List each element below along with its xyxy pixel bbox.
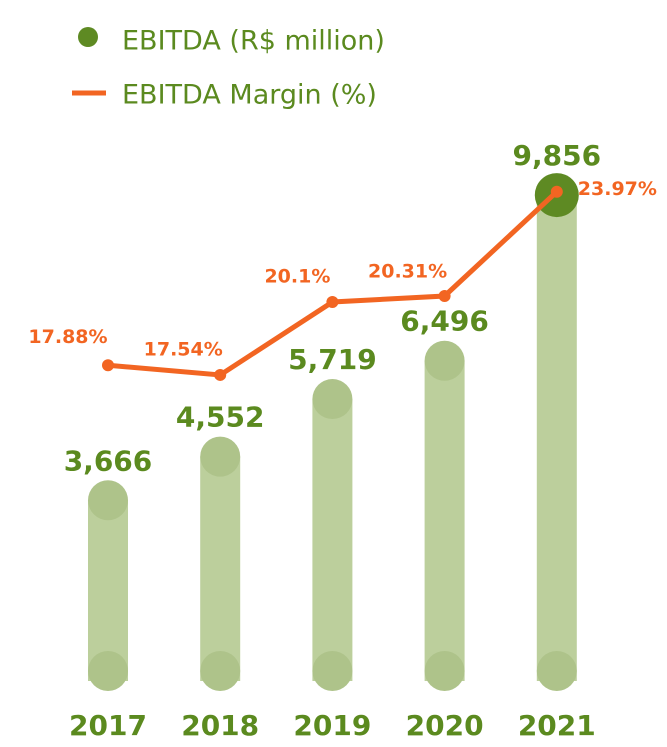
bar [536, 195, 577, 682]
x-tick-label: 2021 [518, 709, 596, 742]
line-point [326, 295, 339, 308]
bar [312, 399, 353, 681]
bar-cap [200, 651, 241, 691]
x-tick-label: 2019 [293, 709, 371, 742]
value-label: 23.97% [578, 178, 657, 200]
line-point [438, 290, 451, 303]
value-label: 20.1% [264, 265, 330, 287]
value-label: 4,552 [176, 401, 265, 434]
value-label: 17.54% [144, 338, 223, 360]
value-label: 3,666 [64, 444, 153, 477]
legend-label: EBITDA (R$ million) [122, 26, 385, 57]
bar [200, 456, 241, 681]
bar-cap [88, 651, 128, 691]
bar-cap [88, 480, 128, 521]
legend-label: EBITDA Margin (%) [122, 80, 377, 111]
bar-cap [424, 651, 465, 691]
value-label: 20.31% [368, 261, 447, 283]
bar-cap [200, 436, 241, 477]
bar-cap [536, 651, 577, 691]
value-label: 9,856 [513, 139, 602, 172]
legend-marker [78, 27, 98, 47]
line-point [550, 185, 563, 198]
bar-cap [312, 379, 353, 420]
line-point [102, 359, 114, 372]
x-tick-label: 2017 [69, 709, 147, 742]
value-label: 17.88% [28, 326, 107, 348]
x-tick-label: 2018 [181, 709, 259, 742]
value-label: 5,719 [288, 343, 377, 376]
bar-cap [424, 340, 465, 381]
line-point [214, 368, 227, 381]
bar-cap [312, 651, 353, 691]
bar [88, 500, 128, 681]
x-tick-label: 2020 [406, 709, 484, 742]
value-label: 6,496 [400, 305, 489, 338]
bar [424, 360, 465, 681]
